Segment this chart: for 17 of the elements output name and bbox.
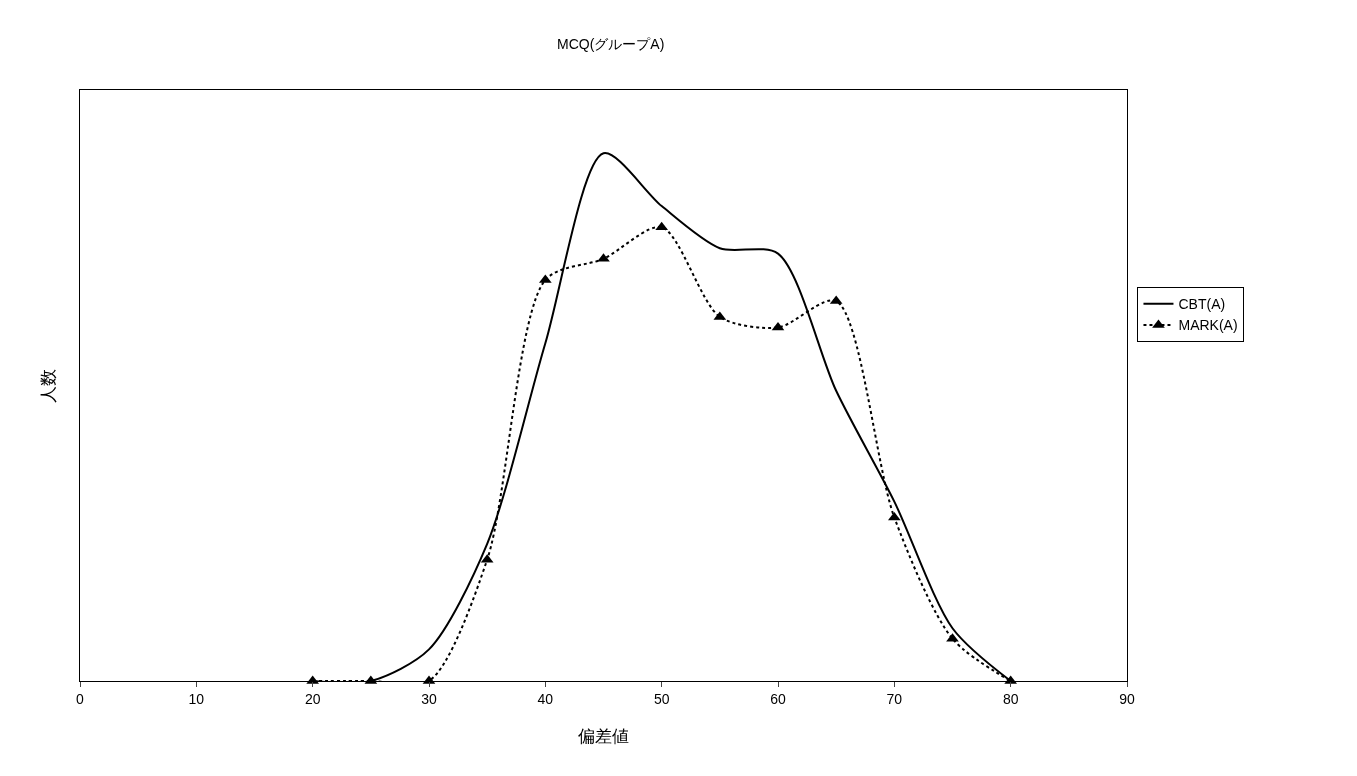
legend-label: CBT(A)	[1178, 296, 1226, 313]
legend-label: MARK(A)	[1178, 317, 1238, 334]
point	[771, 321, 785, 331]
x-tick-label: 40	[537, 690, 554, 707]
x-tick-label: 50	[653, 690, 670, 707]
x-tick-label: 60	[770, 690, 786, 707]
chart-title: MCQ(グループA)	[556, 35, 665, 52]
x-tick-label: 70	[886, 690, 903, 707]
x-axis-title: 偏差値	[578, 727, 629, 746]
x-tick-label: 80	[1002, 690, 1019, 707]
x-tick-label: 20	[304, 690, 321, 707]
y-axis-title: 人数	[38, 368, 58, 403]
x-tick-label: 10	[188, 690, 205, 707]
x-tick-label: 90	[1119, 690, 1135, 707]
point	[887, 511, 901, 521]
x-tick-label: 30	[421, 690, 437, 707]
x-tick-label: 0	[76, 690, 85, 707]
